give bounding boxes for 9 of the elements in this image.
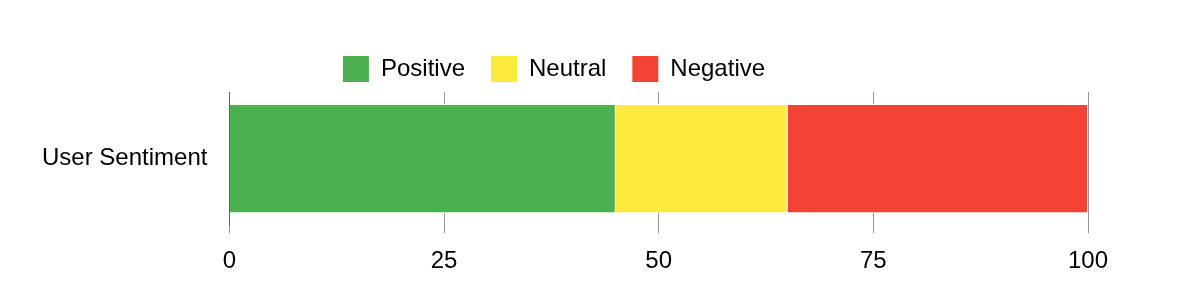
x-tick-label: 100: [1067, 246, 1109, 274]
x-tick-label: 50: [645, 246, 673, 274]
x-tick-label: 75: [860, 246, 887, 274]
x-tick-label: 0: [222, 246, 237, 274]
x-tick-label: 25: [430, 246, 458, 274]
legend-label: Negative: [670, 53, 766, 81]
y-tick-label: User Sentiment: [41, 143, 208, 171]
legend-label: Positive: [380, 53, 465, 81]
legend-label: Neutral: [528, 53, 607, 81]
